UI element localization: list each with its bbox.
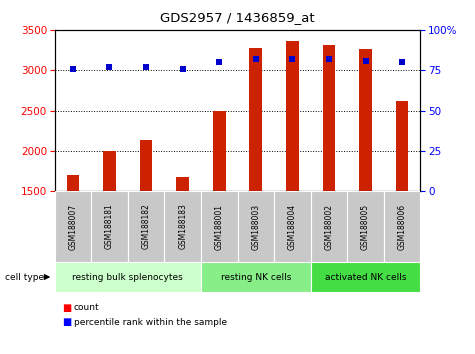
Text: GSM188003: GSM188003	[251, 204, 260, 250]
Bar	[384, 191, 420, 262]
Point	[252, 56, 259, 62]
Bar	[213, 110, 226, 191]
Point	[289, 56, 296, 62]
Text: GSM188004: GSM188004	[288, 204, 297, 250]
Point	[105, 64, 113, 70]
Text: GSM188182: GSM188182	[142, 204, 151, 250]
Text: percentile rank within the sample: percentile rank within the sample	[74, 318, 227, 327]
Bar	[66, 175, 79, 191]
Bar	[274, 191, 311, 262]
Bar	[249, 48, 262, 191]
Bar	[286, 41, 299, 191]
Text: ■: ■	[62, 303, 71, 313]
Bar	[164, 191, 201, 262]
Bar	[323, 45, 335, 191]
Bar	[311, 191, 347, 262]
Point	[69, 66, 77, 72]
Bar	[201, 262, 311, 292]
Bar	[347, 191, 384, 262]
Bar	[359, 48, 372, 191]
Bar	[396, 101, 408, 191]
Text: ■: ■	[62, 317, 71, 327]
Point	[398, 59, 406, 65]
Text: GSM188006: GSM188006	[398, 204, 407, 250]
Point	[362, 58, 370, 63]
Text: count: count	[74, 303, 99, 313]
Bar	[140, 141, 152, 191]
Text: activated NK cells: activated NK cells	[325, 273, 406, 281]
Text: GSM188181: GSM188181	[105, 204, 114, 250]
Bar	[238, 191, 274, 262]
Text: GSM188183: GSM188183	[178, 204, 187, 250]
Bar	[103, 151, 116, 191]
Bar	[55, 262, 201, 292]
Text: cell type: cell type	[5, 273, 44, 281]
Bar	[91, 191, 128, 262]
Point	[179, 66, 186, 72]
Text: GDS2957 / 1436859_at: GDS2957 / 1436859_at	[160, 11, 315, 24]
Text: GSM188002: GSM188002	[324, 204, 333, 250]
Bar	[176, 177, 189, 191]
Point	[325, 56, 332, 62]
Point	[216, 59, 223, 65]
Bar	[201, 191, 238, 262]
Point	[142, 64, 150, 70]
Text: GSM188007: GSM188007	[68, 204, 77, 250]
Text: resting bulk splenocytes: resting bulk splenocytes	[72, 273, 183, 281]
Bar	[128, 191, 164, 262]
Bar	[55, 191, 91, 262]
Text: resting NK cells: resting NK cells	[220, 273, 291, 281]
Text: GSM188005: GSM188005	[361, 204, 370, 250]
Bar	[311, 262, 420, 292]
Text: GSM188001: GSM188001	[215, 204, 224, 250]
